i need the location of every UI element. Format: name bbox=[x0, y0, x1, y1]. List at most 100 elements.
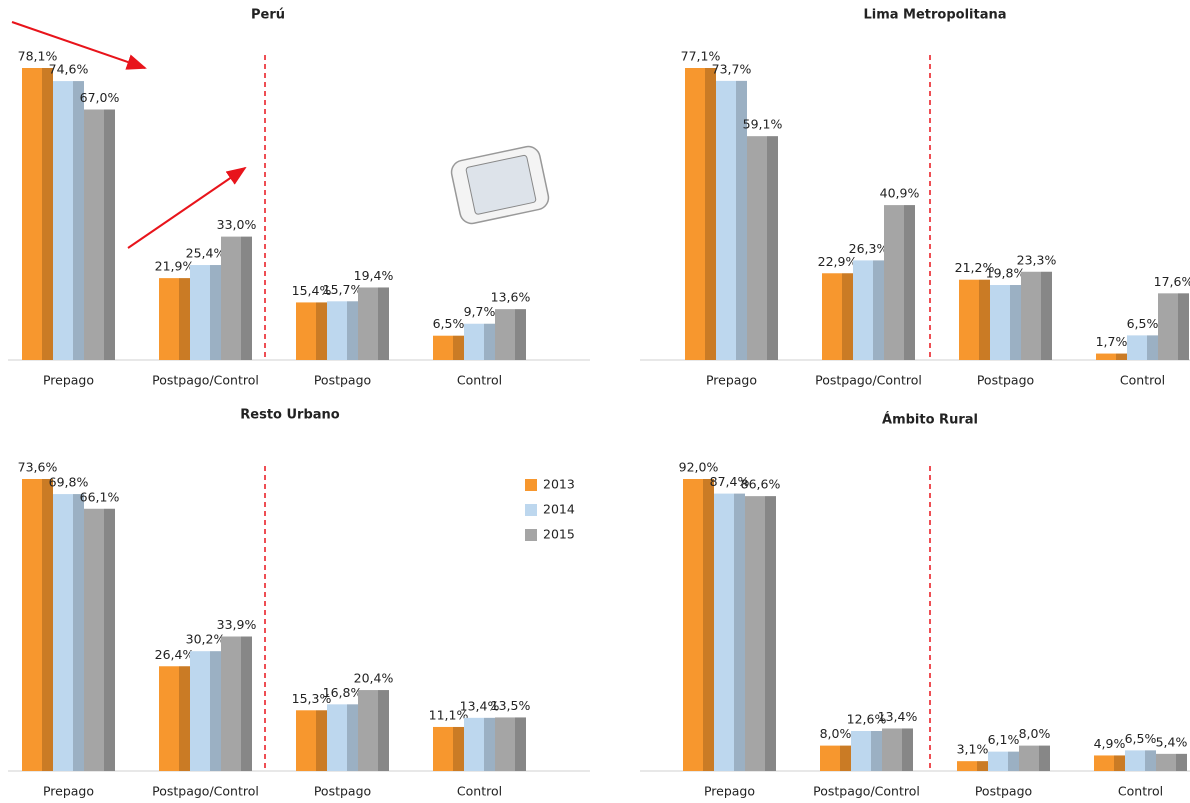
legend-swatch bbox=[525, 529, 537, 541]
bar-side bbox=[734, 493, 745, 771]
bar bbox=[53, 494, 84, 771]
bar-side bbox=[316, 302, 327, 360]
bar bbox=[433, 335, 464, 360]
bar bbox=[988, 751, 1019, 771]
bar-side bbox=[871, 731, 882, 771]
bar bbox=[820, 745, 851, 771]
bar-side bbox=[1008, 751, 1019, 771]
bar bbox=[745, 496, 776, 771]
chart-title: Lima Metropolitana bbox=[863, 8, 1006, 23]
bar-side bbox=[347, 301, 358, 360]
x-tick-label: Prepago bbox=[43, 373, 94, 388]
x-tick-label: Prepago bbox=[706, 373, 757, 388]
data-label: 12,6% bbox=[847, 712, 887, 727]
bar bbox=[959, 279, 990, 360]
data-label: 16,8% bbox=[323, 685, 363, 700]
data-label: 25,4% bbox=[186, 246, 226, 261]
data-label: 15,4% bbox=[292, 283, 332, 298]
bar-side bbox=[104, 508, 115, 771]
bar bbox=[84, 508, 115, 771]
data-label: 67,0% bbox=[80, 90, 120, 105]
bar bbox=[327, 301, 358, 360]
x-tick-label: Postpago/Control bbox=[813, 784, 920, 799]
data-label: 40,9% bbox=[880, 186, 920, 201]
data-label: 6,5% bbox=[1127, 316, 1159, 331]
legend-swatch bbox=[525, 504, 537, 516]
bar-side bbox=[378, 690, 389, 771]
bar-side bbox=[736, 80, 747, 361]
data-label: 6,5% bbox=[433, 316, 465, 331]
data-label: 19,4% bbox=[354, 268, 394, 283]
data-label: 77,1% bbox=[681, 49, 721, 64]
bar bbox=[221, 636, 252, 771]
data-label: 11,1% bbox=[429, 707, 469, 722]
x-tick-label: Prepago bbox=[43, 784, 94, 799]
bar-side bbox=[104, 109, 115, 360]
x-tick-label: Control bbox=[457, 373, 502, 388]
bar bbox=[716, 80, 747, 361]
bar bbox=[1021, 271, 1052, 360]
x-tick-label: Postpago/Control bbox=[152, 784, 259, 799]
bar-side bbox=[515, 717, 526, 771]
bar-side bbox=[241, 636, 252, 771]
data-label: 17,6% bbox=[1154, 274, 1190, 289]
bar bbox=[464, 323, 495, 360]
bar bbox=[1127, 335, 1158, 360]
bar-side bbox=[705, 68, 716, 360]
bar-side bbox=[1145, 750, 1156, 771]
chart-title: Ámbito Rural bbox=[882, 412, 978, 428]
data-label: 3,1% bbox=[957, 742, 989, 757]
data-label: 78,1% bbox=[18, 49, 58, 64]
bar-side bbox=[73, 494, 84, 771]
bar-side bbox=[515, 309, 526, 360]
legend-label: 2015 bbox=[543, 527, 575, 542]
bar-side bbox=[977, 761, 988, 771]
x-tick-label: Postpago bbox=[314, 373, 371, 388]
bar bbox=[1096, 353, 1127, 360]
bar-side bbox=[840, 745, 851, 771]
bar-side bbox=[378, 287, 389, 360]
bar-side bbox=[1176, 753, 1187, 771]
bar bbox=[1158, 293, 1189, 360]
data-label: 1,7% bbox=[1096, 334, 1128, 349]
bar-side bbox=[42, 68, 53, 360]
data-label: 13,4% bbox=[878, 709, 918, 724]
data-label: 73,7% bbox=[712, 61, 752, 76]
bar bbox=[159, 666, 190, 771]
bar bbox=[683, 479, 714, 771]
bar bbox=[685, 68, 716, 360]
data-label: 33,9% bbox=[217, 617, 257, 632]
x-tick-label: Control bbox=[1118, 784, 1163, 799]
bar-side bbox=[1116, 353, 1127, 360]
data-label: 87,4% bbox=[710, 474, 750, 489]
x-tick-label: Postpago bbox=[977, 373, 1034, 388]
data-label: 21,9% bbox=[155, 259, 195, 274]
data-label: 21,2% bbox=[955, 260, 995, 275]
bar-side bbox=[484, 323, 495, 360]
bar-side bbox=[484, 717, 495, 771]
bar-side bbox=[1147, 335, 1158, 360]
data-label: 26,3% bbox=[849, 241, 889, 256]
bar-side bbox=[979, 279, 990, 360]
bar bbox=[358, 690, 389, 771]
bar-side bbox=[765, 496, 776, 771]
data-label: 92,0% bbox=[679, 460, 719, 475]
bar bbox=[882, 728, 913, 771]
bar-side bbox=[210, 651, 221, 771]
data-label: 23,3% bbox=[1017, 252, 1057, 267]
bar bbox=[22, 68, 53, 360]
bar bbox=[464, 717, 495, 771]
bar bbox=[822, 273, 853, 360]
bar-side bbox=[316, 710, 327, 771]
data-label: 8,0% bbox=[1019, 726, 1051, 741]
bar-side bbox=[842, 273, 853, 360]
bar bbox=[1125, 750, 1156, 771]
chart-title: Perú bbox=[251, 8, 285, 23]
bar-side bbox=[703, 479, 714, 771]
data-label: 19,8% bbox=[986, 266, 1026, 281]
data-label: 86,6% bbox=[741, 477, 781, 492]
bar bbox=[221, 236, 252, 360]
data-label: 15,7% bbox=[323, 282, 363, 297]
data-label: 73,6% bbox=[18, 460, 58, 475]
bar-side bbox=[347, 704, 358, 771]
